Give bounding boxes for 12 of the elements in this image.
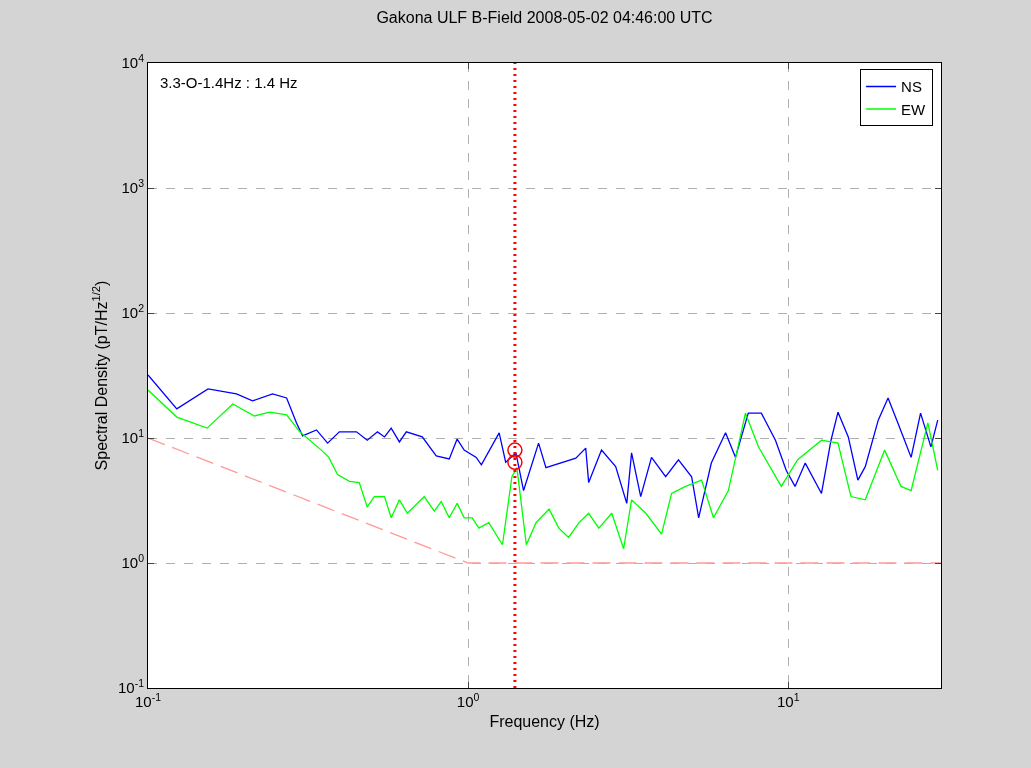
- x-tick-label: 10$^{0}$: [456, 690, 480, 710]
- legend-label: EW: [901, 100, 927, 118]
- annotation: 3.3-O-1.4Hz : 1.4 Hz: [160, 74, 298, 91]
- x-tick-label: 10$^{1}$: [776, 690, 800, 710]
- y-tick-label: 10$^{0}$: [121, 551, 145, 572]
- legend-label: NS: [901, 78, 922, 96]
- x-axis-title: Frequency (Hz): [489, 712, 600, 730]
- y-tick-label: 10$^{3}$: [121, 176, 145, 197]
- y-tick-label: 10$^{4}$: [121, 51, 145, 72]
- chart-title: Gakona ULF B-Field 2008-05-02 04:46:00 UTC: [376, 8, 713, 26]
- y-tick-label: 10$^{2}$: [121, 301, 145, 322]
- y-tick-label: 10$^{1}$: [121, 426, 145, 447]
